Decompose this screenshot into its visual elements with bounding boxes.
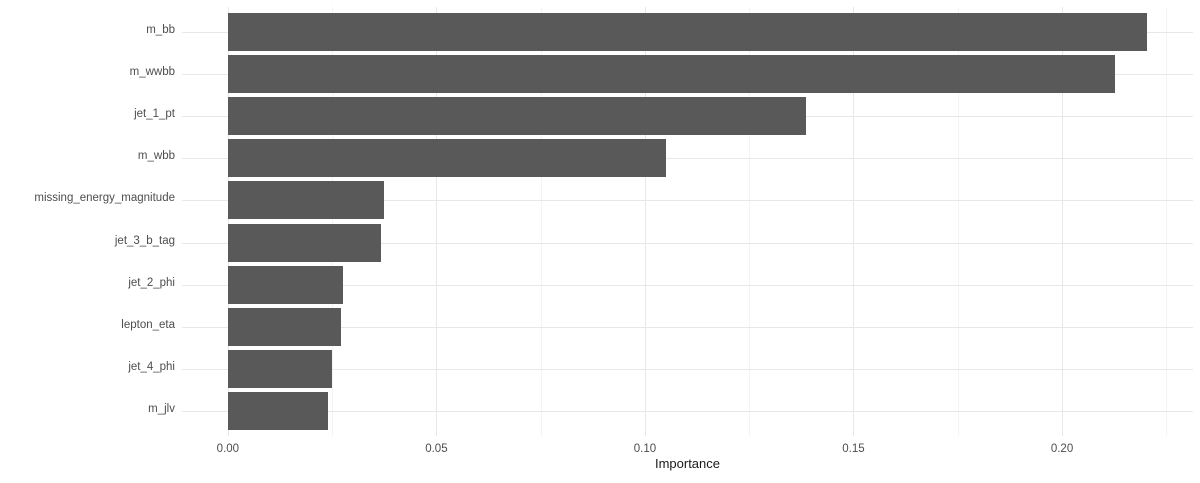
grid-major-y	[182, 327, 1193, 328]
y-axis-category-label: jet_3_b_tag	[114, 235, 175, 247]
bar	[227, 224, 381, 262]
x-axis-tick-label: 0.00	[216, 443, 240, 455]
grid-minor-x	[1166, 7, 1168, 436]
bar	[227, 13, 1147, 51]
grid-minor-x	[957, 7, 959, 436]
y-axis-category-label: jet_1_pt	[134, 108, 175, 120]
bar	[227, 139, 666, 177]
grid-major-y	[182, 285, 1193, 286]
y-axis-category-label: m_wwbb	[129, 66, 175, 78]
grid-major-x	[1062, 7, 1064, 436]
x-axis-title: Importance	[654, 456, 721, 471]
grid-major-y	[182, 158, 1193, 159]
y-axis-category-label: m_bb	[146, 24, 175, 36]
bar	[227, 97, 806, 135]
bar	[227, 55, 1115, 93]
bar	[227, 350, 332, 388]
x-axis-tick-label: 0.15	[842, 443, 865, 455]
bar	[227, 392, 328, 430]
bar	[227, 308, 341, 346]
x-axis-tick-label: 0.05	[425, 443, 448, 455]
bar	[227, 266, 343, 304]
y-axis-category-label: lepton_eta	[121, 319, 175, 331]
grid-major-x	[227, 7, 229, 436]
grid-major-y	[182, 411, 1193, 412]
grid-major-y	[182, 243, 1193, 244]
grid-minor-x	[540, 7, 542, 436]
grid-minor-x	[749, 7, 751, 436]
y-axis-category-label: m_jlv	[148, 403, 175, 415]
bar	[227, 181, 384, 219]
y-axis-category-label: missing_energy_magnitude	[34, 192, 175, 204]
y-axis-category-label: jet_2_phi	[128, 277, 175, 289]
x-axis-tick-label: 0.20	[1050, 443, 1074, 455]
grid-major-y	[182, 200, 1193, 201]
grid-major-x	[853, 7, 855, 436]
grid-major-x	[644, 7, 646, 436]
grid-minor-x	[332, 7, 334, 436]
x-axis-tick-label: 0.10	[633, 443, 657, 455]
y-axis-category-label: m_wbb	[137, 150, 175, 162]
grid-major-x	[436, 7, 438, 436]
y-axis-category-label: jet_4_phi	[128, 361, 175, 373]
grid-major-y	[182, 369, 1193, 370]
